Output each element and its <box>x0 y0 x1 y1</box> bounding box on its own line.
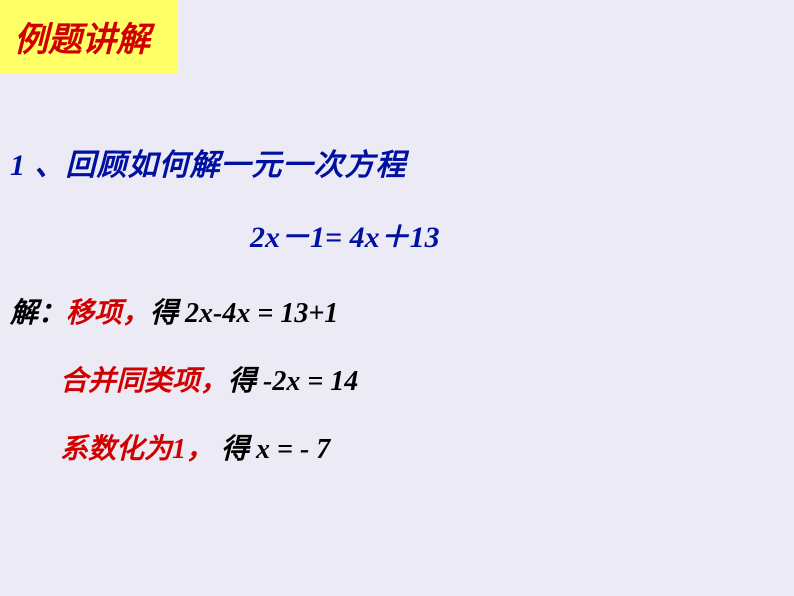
step-2: 合并同类项，得 -2x = 14 <box>60 359 774 399</box>
question-number: 1 <box>10 149 26 182</box>
step-spacing <box>249 434 256 465</box>
question-line: 1 、回顾如何解一元一次方程 <box>10 140 774 184</box>
step-spacing <box>178 298 185 329</box>
step-math: x = - 7 <box>256 434 330 465</box>
step-1: 解：移项，得 2x-4x = 13+1 <box>10 291 774 331</box>
section-title-badge: 例题讲解 <box>0 0 178 73</box>
step-red-label: 合并同类项， <box>60 366 228 397</box>
step-math: 2x-4x = 13+1 <box>185 298 338 329</box>
step-prefix: 解： <box>10 298 66 329</box>
step-math: -2x = 14 <box>263 366 358 397</box>
step-red-label: 系数化为1， <box>60 434 214 465</box>
step-red-label: 移项， <box>66 298 150 329</box>
step-black-label: 得 <box>214 434 249 465</box>
question-text: 、回顾如何解一元一次方程 <box>35 149 407 182</box>
step-black-label: 得 <box>228 366 256 397</box>
step-3: 系数化为1， 得 x = - 7 <box>60 427 774 467</box>
step-spacing <box>256 366 263 397</box>
content-area: 1 、回顾如何解一元一次方程 2x－1= 4x＋13 解：移项，得 2x-4x … <box>10 140 774 495</box>
step-black-label: 得 <box>150 298 178 329</box>
main-equation: 2x－1= 4x＋13 <box>250 212 774 256</box>
section-title: 例题讲解 <box>14 22 150 59</box>
